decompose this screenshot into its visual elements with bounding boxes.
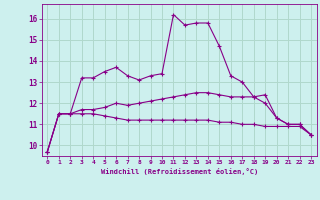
X-axis label: Windchill (Refroidissement éolien,°C): Windchill (Refroidissement éolien,°C) <box>100 168 258 175</box>
